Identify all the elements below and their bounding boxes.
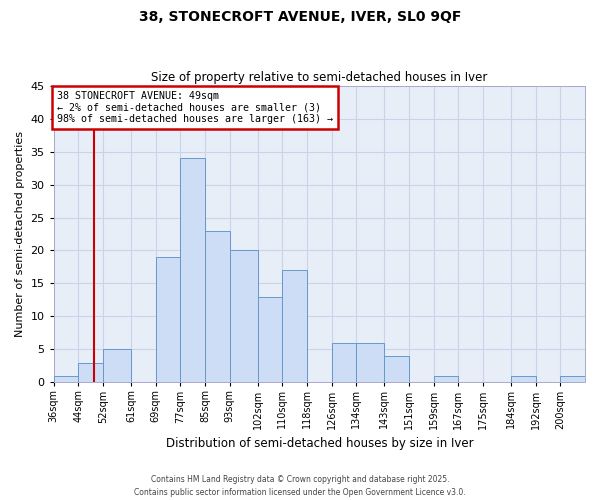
Text: Contains HM Land Registry data © Crown copyright and database right 2025.
Contai: Contains HM Land Registry data © Crown c… <box>134 476 466 497</box>
Bar <box>332 343 356 382</box>
Title: Size of property relative to semi-detached houses in Iver: Size of property relative to semi-detach… <box>151 72 488 85</box>
Bar <box>181 158 205 382</box>
Text: 38 STONECROFT AVENUE: 49sqm
← 2% of semi-detached houses are smaller (3)
98% of : 38 STONECROFT AVENUE: 49sqm ← 2% of semi… <box>57 91 333 124</box>
Bar <box>155 257 181 382</box>
Bar <box>434 376 458 382</box>
X-axis label: Distribution of semi-detached houses by size in Iver: Distribution of semi-detached houses by … <box>166 437 473 450</box>
Bar <box>205 230 230 382</box>
Text: 38, STONECROFT AVENUE, IVER, SL0 9QF: 38, STONECROFT AVENUE, IVER, SL0 9QF <box>139 10 461 24</box>
Bar <box>560 376 585 382</box>
Bar <box>79 362 103 382</box>
Bar <box>230 250 257 382</box>
Y-axis label: Number of semi-detached properties: Number of semi-detached properties <box>15 131 25 337</box>
Bar <box>282 270 307 382</box>
Bar <box>54 376 79 382</box>
Bar <box>103 350 131 382</box>
Bar <box>257 296 282 382</box>
Bar <box>511 376 536 382</box>
Bar <box>356 343 384 382</box>
Bar <box>384 356 409 382</box>
